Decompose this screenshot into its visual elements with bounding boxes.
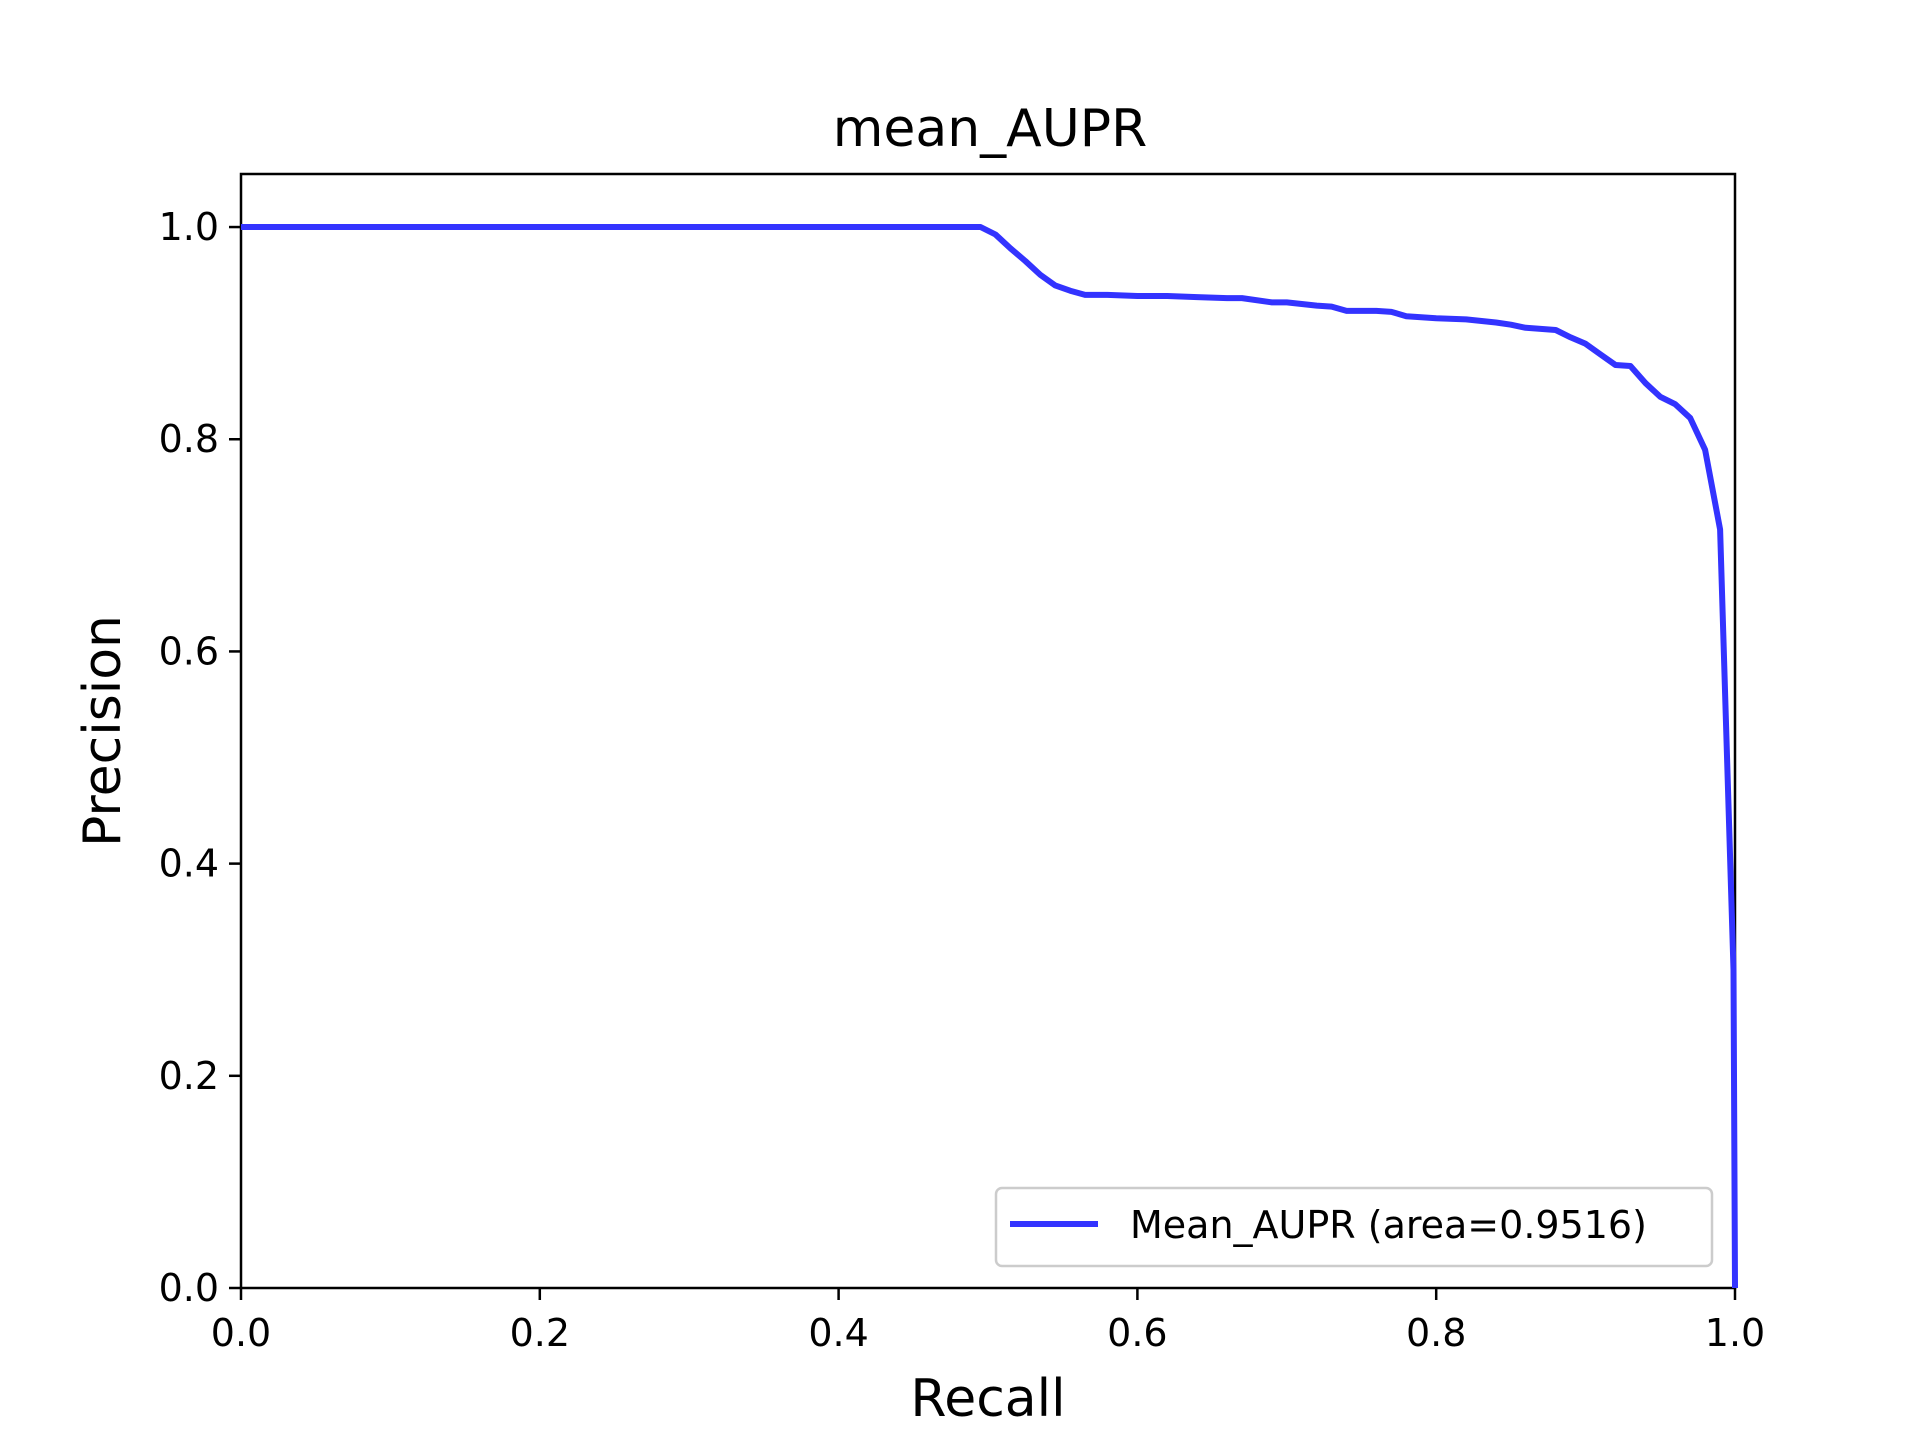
y-axis-label: Precision bbox=[73, 615, 133, 847]
chart-title: mean_AUPR bbox=[833, 99, 1148, 159]
legend-label: Mean_AUPR (area=0.9516) bbox=[1130, 1203, 1647, 1247]
y-tick-label: 0.8 bbox=[159, 417, 219, 461]
x-tick-label: 0.2 bbox=[510, 1311, 570, 1355]
y-tick-label: 1.0 bbox=[159, 205, 219, 249]
legend: Mean_AUPR (area=0.9516) bbox=[994, 1186, 1714, 1268]
x-tick-label: 0.4 bbox=[808, 1311, 868, 1355]
x-tick-label: 0.8 bbox=[1406, 1311, 1466, 1355]
y-tick-label: 0.0 bbox=[159, 1266, 219, 1310]
y-tick-label: 0.6 bbox=[159, 629, 219, 673]
legend-box bbox=[994, 1186, 1714, 1268]
series-line bbox=[241, 224, 1738, 1289]
y-tick-label: 0.4 bbox=[159, 842, 219, 886]
x-tick-label: 0.0 bbox=[211, 1311, 271, 1355]
x-axis-ticks: 0.0 0.2 0.4 0.6 0.8 1.0 bbox=[211, 1288, 1765, 1355]
x-tick-label: 0.6 bbox=[1107, 1311, 1167, 1355]
y-axis-ticks: 0.0 0.2 0.4 0.6 0.8 1.0 bbox=[159, 205, 241, 1310]
x-tick-label: 1.0 bbox=[1705, 1311, 1765, 1355]
series-layer bbox=[241, 224, 1738, 1289]
plot-area-frame bbox=[239, 172, 1737, 1290]
x-axis-label: Recall bbox=[910, 1369, 1065, 1429]
y-tick-label: 0.2 bbox=[159, 1054, 219, 1098]
